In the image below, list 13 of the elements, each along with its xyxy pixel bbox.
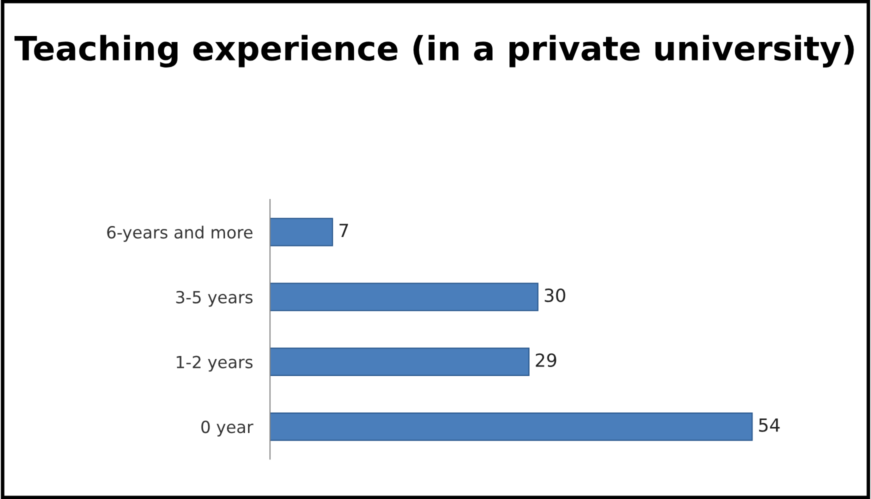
y-tick-label: 3-5 years bbox=[176, 290, 253, 307]
data-label: 7 bbox=[340, 224, 348, 238]
bar bbox=[270, 348, 530, 376]
bar bbox=[270, 218, 334, 246]
chart-title: Teaching experience (in a private university) bbox=[14, 34, 854, 68]
data-label: 54 bbox=[759, 418, 780, 432]
data-label: 30 bbox=[544, 288, 566, 302]
y-tick-label: 1-2 years bbox=[176, 356, 253, 372]
y-tick-label: 0 year bbox=[201, 420, 254, 436]
data-label: 29 bbox=[536, 353, 556, 368]
bar bbox=[270, 282, 538, 312]
bar bbox=[270, 412, 753, 441]
y-tick-label: 6-years and more bbox=[107, 226, 252, 242]
